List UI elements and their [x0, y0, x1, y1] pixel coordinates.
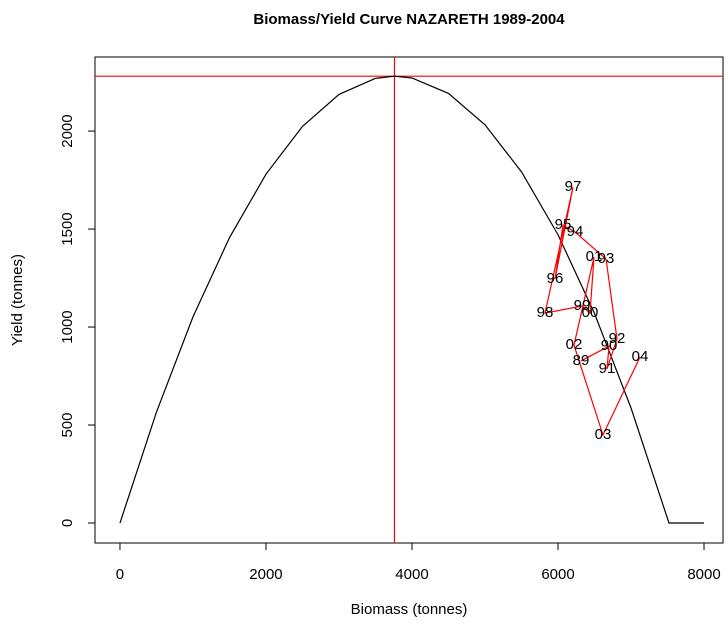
year-label: 01 — [586, 248, 603, 265]
x-tick-label: 0 — [116, 566, 124, 583]
year-label: 92 — [609, 330, 626, 347]
year-label: 99 — [574, 297, 591, 314]
x-axis-label: Biomass (tonnes) — [351, 601, 468, 618]
year-label: 89 — [573, 352, 590, 369]
year-label: 95 — [555, 216, 572, 233]
chart-title: Biomass/Yield Curve NAZARETH 1989-2004 — [253, 11, 565, 28]
y-tick-label: 1000 — [59, 310, 76, 343]
year-label: 00 — [582, 304, 599, 321]
observed-path — [544, 186, 641, 437]
year-label: 04 — [632, 348, 649, 365]
x-tick-label: 6000 — [541, 566, 574, 583]
year-label: 91 — [599, 360, 616, 377]
y-axis-label: Yield (tonnes) — [9, 254, 26, 346]
y-tick-label: 500 — [59, 413, 76, 438]
year-label: 97 — [565, 178, 582, 195]
x-tick-label: 8000 — [687, 566, 720, 583]
y-tick-label: 1500 — [59, 212, 76, 245]
x-tick-label: 2000 — [249, 566, 282, 583]
year-label: 90 — [601, 337, 618, 354]
year-label: 94 — [567, 223, 584, 240]
x-tick-label: 4000 — [395, 566, 428, 583]
y-tick-label: 0 — [59, 519, 76, 527]
year-label: 96 — [547, 270, 564, 287]
y-tick-label: 2000 — [59, 114, 76, 147]
yield-curve — [119, 75, 705, 524]
year-label: 98 — [537, 304, 554, 321]
year-label: 03 — [595, 426, 612, 443]
year-label: 93 — [598, 250, 615, 267]
year-label: 02 — [566, 336, 583, 353]
